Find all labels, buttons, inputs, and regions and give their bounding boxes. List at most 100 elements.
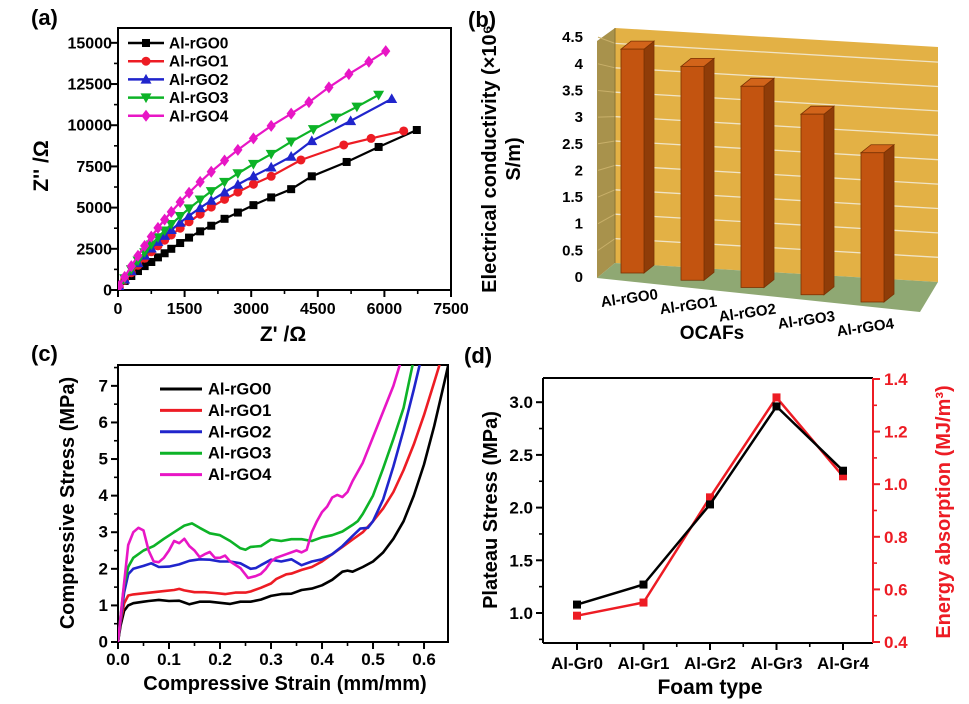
legend-label: Al-rGO3 [208,445,271,463]
y-tick-label: 1.5 [562,189,583,206]
series-marker-Al-rGO0 [185,233,194,242]
y-axis-label: Compressive Stress (MPa) [57,377,79,629]
series-marker-Al-rGO1 [206,202,216,212]
y-tick-label: 15000 [68,35,113,52]
series-marker-Al-rGO4 [206,165,216,178]
category-label: Al-Gr4 [817,654,870,673]
series-marker-Al-rGO0 [133,267,142,276]
legend-label: Al-rGO1 [208,402,271,420]
x-tick-label: 0.2 [208,650,232,669]
wall-gridline [614,91,939,112]
series-marker-Al-rGO0 [167,244,176,253]
x-tick-label: 7500 [433,301,469,318]
series-line-Al-rGO3 [118,365,414,642]
series-marker-Al-rGO4 [184,186,194,199]
legend-label: Al-rGO0 [169,36,228,53]
legend-label: Al-rGO2 [169,72,228,89]
y-tick-label: 0 [99,633,108,652]
category-label: Al-Gr0 [551,654,603,673]
right-tick-label: 1.2 [884,423,908,442]
y-axis-label-line2: S/m) [503,137,525,180]
right-tick-label: 0.4 [884,633,908,652]
series-line-Al-rGO0 [118,365,448,642]
series-marker-Al-rGO3 [174,211,186,222]
series-marker-Al-rGO4 [248,132,259,145]
series-marker-Al-rGO3 [152,233,164,243]
series-marker-Al-rGO2 [285,151,297,161]
legend-item-Al-rGO4: Al-rGO4 [128,108,229,125]
series-marker-Al-rGO0 [160,249,169,258]
series-marker-Al-rGO3 [219,177,231,188]
y-axis-label-line1: Electrical conductivity (×10⁶ [479,25,501,293]
series-marker-Al-rGO1 [399,126,409,136]
series-marker-Al-rGO1 [339,140,349,150]
left-wall-gridline [597,89,616,93]
y-tick-label: 2.5 [562,136,583,153]
bar-Al-rGO1 [679,57,716,282]
series-marker-Al-rGO0 [220,214,229,223]
plot-frame [117,364,449,643]
right-tick-label: 0.6 [884,580,908,599]
panel-c: 0.0 0.1 0.2 0.3 0.4 0.5 0.6 0 1 2 3 4 5 6 7 Compressive… [57,364,449,695]
series-marker-Al-rGO4 [219,154,230,167]
series-marker-Al-rGO1 [366,133,376,143]
series-marker-Al-rGO3 [373,90,385,101]
left-tick-label: 2.0 [509,499,533,518]
x-tick-label: 0.6 [412,650,436,669]
series-marker-Al-rGO4 [146,230,156,243]
series-marker-Plateau-Stress [706,500,714,509]
x-tick-label: 0.5 [361,650,385,669]
bar-side-face [883,143,895,303]
y-tick-label: 1 [575,216,583,233]
legend-label: Al-rGO0 [208,381,271,399]
wall-gridline [614,115,939,136]
y-tick-label: 0.5 [562,242,583,259]
series-marker-Al-rGO4 [233,143,243,156]
series-marker-Al-rGO3 [265,149,277,160]
legend-item-Al-rGO2: Al-rGO2 [128,72,228,89]
legend-marker [140,93,152,104]
legend-label: Al-rGO4 [169,108,229,125]
series-marker-Al-rGO4 [120,270,130,283]
series-marker-Al-rGO0 [342,157,351,166]
series-marker-Energy-absorption [706,493,714,502]
series-marker-Al-rGO4 [286,107,296,120]
x-tick-label: 6000 [367,301,403,318]
left-tick-label: 2.5 [509,446,533,465]
series-marker-Al-rGO3 [330,113,342,124]
series-marker-Al-rGO0 [147,257,156,266]
series-marker-Al-rGO4 [381,45,391,58]
x-tick-label: 1500 [167,301,203,318]
y-tick-label: 4 [575,56,584,73]
left-wall-gridline [597,164,616,171]
series-marker-Al-rGO4 [153,221,163,234]
series-marker-Al-rGO3 [183,204,195,215]
series-marker-Al-rGO1 [248,179,258,189]
series-line-Al-rGO4 [118,365,402,642]
left-wall-gridline [597,238,616,251]
panel-a: 0 1500 3000 4500 6000 7500 0 2500 5000 7500 10000 1… [30,27,469,346]
series-marker-Al-rGO4 [344,68,354,81]
left-tick-label: 1.5 [509,551,533,570]
series-marker-Al-rGO2 [194,202,206,213]
series-marker-Al-rGO0 [153,253,162,262]
y-axis-label-left: Plateau Stress (MPa) [480,411,502,609]
left-tick-label: 3.0 [509,393,533,412]
series-marker-Al-rGO3 [247,159,259,170]
series-marker-Al-rGO1 [266,171,276,181]
series-marker-Al-rGO3 [165,220,177,230]
y-axis-label: Z'' /Ω [30,140,53,191]
series-marker-Al-rGO4 [160,213,170,226]
series-marker-Al-rGO0 [374,142,383,151]
x-tick-label: 0 [114,301,123,318]
bar-side-face [643,40,655,274]
legend-item-Al-rGO3: Al-rGO3 [128,90,229,107]
legend-label: Al-rGO1 [169,54,229,71]
series-marker-Plateau-Stress [772,402,781,411]
series-marker-Al-rGO0 [140,262,149,271]
category-label: Al-Gr1 [618,654,670,673]
x-tick-label: 0.0 [106,650,130,669]
series-marker-Al-rGO2 [265,161,277,172]
y-tick-label: 7500 [76,159,112,176]
legend-item-Al-rGO0: Al-rGO0 [160,381,271,399]
